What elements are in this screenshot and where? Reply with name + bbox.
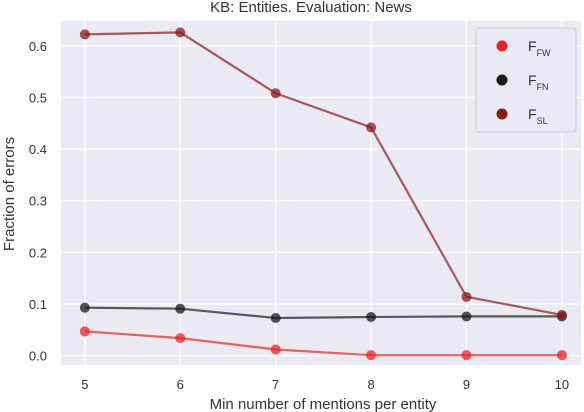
y-tick-label: 0.5	[29, 90, 47, 105]
y-tick-label: 0.3	[29, 194, 47, 209]
x-tick-label: 7	[272, 377, 279, 392]
series-layer	[79, 27, 567, 361]
y-tick-label: 0.0	[29, 349, 47, 364]
data-point-fw	[79, 326, 90, 337]
y-tick-label: 0.1	[29, 297, 47, 312]
data-point-fw	[175, 333, 186, 344]
series-line-sl	[84, 31, 563, 316]
y-tick-label: 0.6	[29, 39, 47, 54]
data-point-fn	[79, 302, 90, 313]
x-tick-label: 6	[177, 377, 184, 392]
data-point-fw	[366, 350, 377, 361]
data-point-sl	[175, 27, 186, 38]
x-tick-label: 5	[81, 377, 88, 392]
data-point-sl	[461, 291, 472, 302]
legend-marker-fn	[496, 74, 508, 86]
data-point-sl	[556, 309, 567, 320]
data-point-sl	[366, 122, 377, 133]
data-point-fn	[175, 303, 186, 314]
legend-marker-sl	[496, 108, 508, 120]
legend-label-fn: FFN	[528, 72, 549, 92]
data-point-sl	[270, 88, 281, 99]
data-point-fw	[270, 344, 281, 355]
x-tick-labels: 5 6 7 8 9 10	[81, 377, 569, 392]
y-tick-label: 0.2	[29, 245, 47, 260]
chart-title: KB: Entities. Evaluation: News	[210, 0, 412, 16]
data-point-sl	[79, 29, 90, 40]
x-tick-label: 8	[367, 377, 374, 392]
legend-marker-fw	[496, 40, 508, 52]
series-line-fw	[84, 330, 562, 357]
legend-label-sl: FSL	[528, 106, 548, 126]
y-axis-label: Fraction of errors	[1, 137, 18, 251]
y-tick-label: 0.4	[29, 142, 47, 157]
data-point-fw	[461, 350, 472, 361]
y-tick-labels: 0.0 0.1 0.2 0.3 0.4 0.5 0.6	[29, 39, 47, 364]
legend: FFW FFN FSL	[475, 27, 577, 133]
data-point-fn	[461, 311, 472, 322]
x-tick-label: 9	[463, 377, 470, 392]
x-axis-label: Min number of mentions per entity	[210, 396, 437, 412]
legend-box	[475, 27, 577, 133]
data-point-fn	[366, 311, 377, 322]
legend-label-fw: FFW	[528, 38, 551, 58]
data-point-fn	[270, 312, 281, 323]
series-line-fn	[84, 306, 562, 320]
x-tick-label: 10	[555, 377, 569, 392]
grid	[61, 21, 581, 365]
data-point-fw	[556, 350, 567, 361]
